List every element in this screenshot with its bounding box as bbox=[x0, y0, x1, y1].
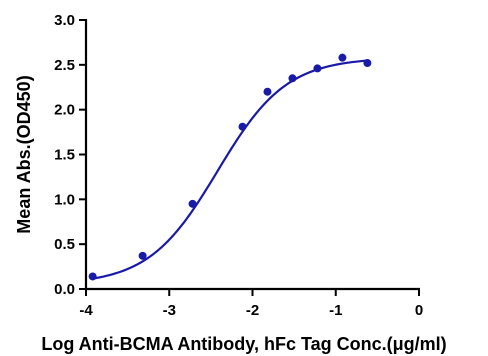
data-point bbox=[263, 87, 272, 96]
data-point bbox=[238, 122, 247, 131]
data-point bbox=[313, 64, 322, 73]
y-tick-label: 2.0 bbox=[54, 102, 75, 119]
fit-curve bbox=[92, 59, 368, 280]
x-tick-label: 0 bbox=[415, 302, 423, 319]
y-tick-label: 0.5 bbox=[54, 236, 75, 253]
y-axis: 0.0 0.5 1.0 1.5 2.0 2.5 3.0 bbox=[54, 12, 88, 298]
y-tick-label: 1.5 bbox=[54, 147, 75, 164]
x-axis-title: Log Anti-BCMA Antibody, hFc Tag Conc.(μg… bbox=[41, 334, 446, 354]
y-tick-label: 0.0 bbox=[54, 281, 75, 298]
data-point bbox=[88, 272, 97, 281]
data-point bbox=[188, 199, 197, 208]
data-points bbox=[88, 53, 372, 281]
y-tick-label: 3.0 bbox=[54, 12, 75, 29]
data-point bbox=[288, 74, 297, 83]
data-point bbox=[138, 251, 147, 260]
x-axis: -4 -3 -2 -1 0 bbox=[79, 287, 423, 319]
x-tick-label: -2 bbox=[246, 302, 259, 319]
data-point bbox=[363, 59, 372, 68]
y-tick-label: 2.5 bbox=[54, 57, 75, 74]
x-tick-label: -1 bbox=[329, 302, 342, 319]
fit-curve-group bbox=[92, 59, 368, 280]
data-point bbox=[338, 53, 347, 62]
x-tick-label: -4 bbox=[79, 302, 93, 319]
x-tick-label: -3 bbox=[163, 302, 176, 319]
y-tick-label: 1.0 bbox=[54, 191, 75, 208]
y-axis-title: Mean Abs.(OD450) bbox=[14, 75, 34, 233]
